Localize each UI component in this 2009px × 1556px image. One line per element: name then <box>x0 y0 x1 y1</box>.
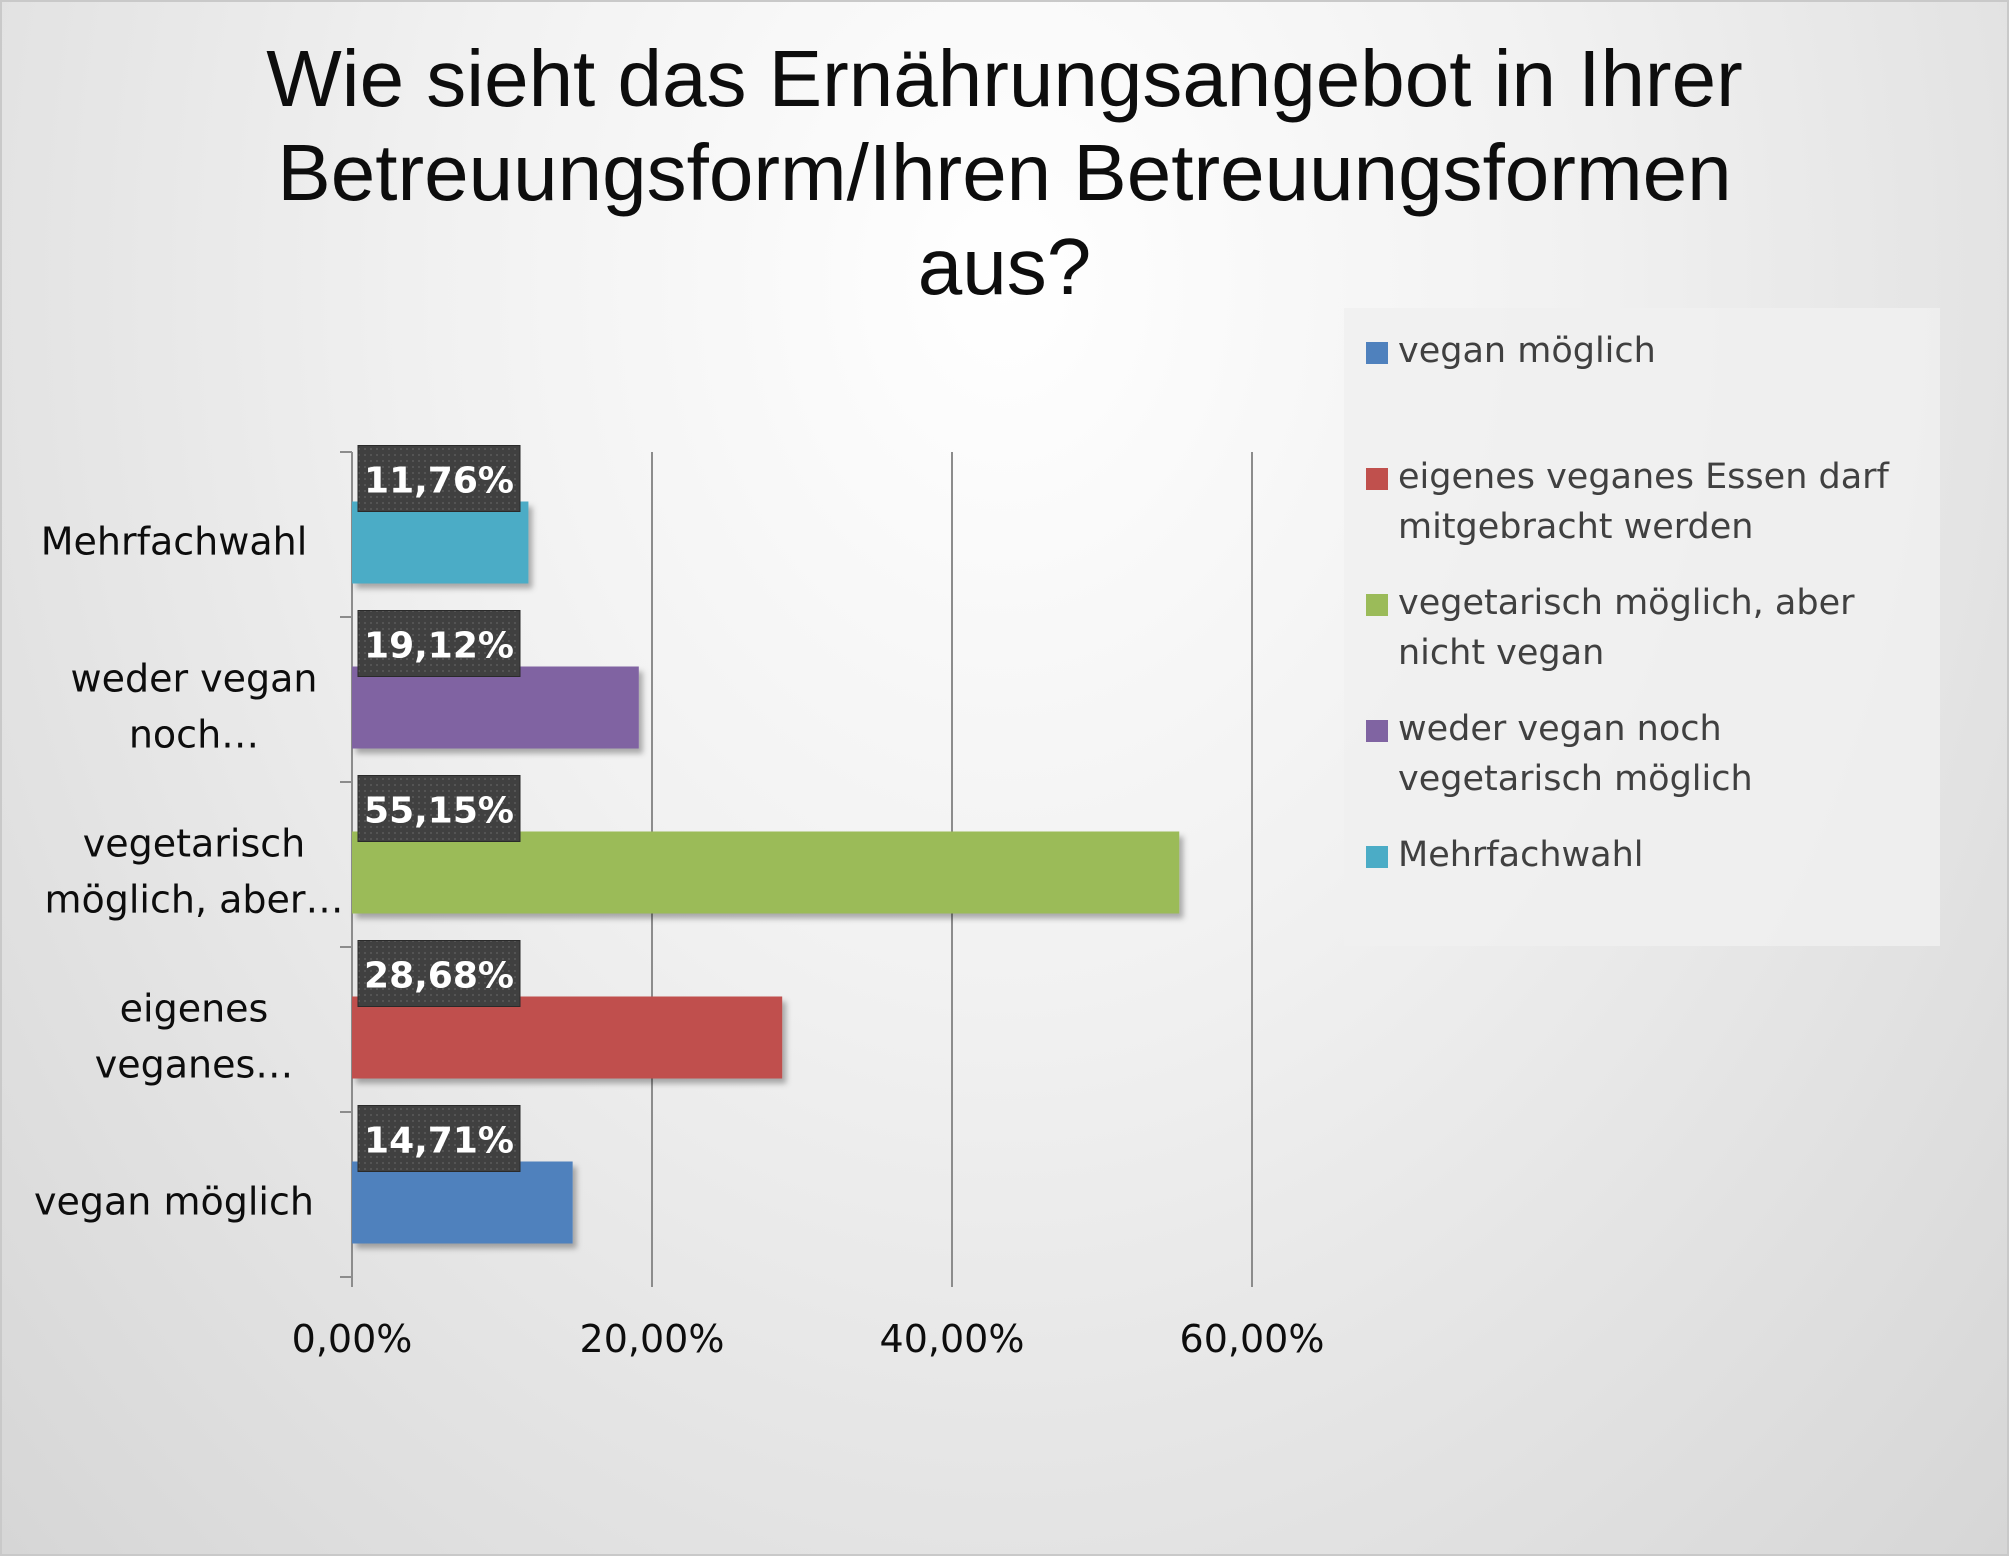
legend-label: vegetarisch möglich, aber nicht vegan <box>1398 583 1855 673</box>
bar <box>352 1161 573 1244</box>
legend-item: vegan möglich <box>1366 326 1920 376</box>
legend-item: eigenes veganes Essen darf mitgebracht w… <box>1366 452 1920 552</box>
bar <box>352 996 783 1079</box>
data-label-text: 28,68% <box>364 956 514 997</box>
data-label-box <box>357 1105 521 1172</box>
data-label: 55,15% <box>357 775 521 842</box>
legend-swatch <box>1366 342 1388 364</box>
category-label: eigenes veganes… <box>95 987 294 1087</box>
bar <box>352 831 1180 914</box>
data-label: 28,68% <box>357 940 521 1007</box>
data-label: 14,71% <box>357 1105 521 1172</box>
data-label-box <box>357 610 521 677</box>
legend-swatch <box>1366 720 1388 742</box>
legend-label: Mehrfachwahl <box>1398 835 1644 875</box>
x-tick-label: 60,00% <box>1180 1317 1325 1361</box>
legend-swatch <box>1366 468 1388 490</box>
data-label-text: 55,15% <box>364 791 514 832</box>
legend-item: Mehrfachwahl <box>1366 830 1920 880</box>
legend-label: eigenes veganes Essen darf mitgebracht w… <box>1398 457 1889 547</box>
data-label-text: 19,12% <box>364 626 514 667</box>
category-label: vegan möglich <box>34 1180 314 1224</box>
data-label-box <box>357 775 521 842</box>
chart-title: Wie sieht das Ernährungsangebot in Ihrer… <box>2 32 2007 314</box>
legend-swatch <box>1366 846 1388 868</box>
chart-title-line: Wie sieht das Ernährungsangebot in Ihrer <box>266 34 1743 123</box>
data-label-text: 14,71% <box>364 1121 514 1162</box>
x-tick-label: 0,00% <box>292 1317 413 1361</box>
data-label-box <box>357 940 521 1007</box>
data-label: 19,12% <box>357 610 521 677</box>
category-label: weder vegan noch… <box>70 657 317 757</box>
legend-swatch <box>1366 594 1388 616</box>
data-label-box <box>357 445 521 512</box>
legend-item: weder vegan noch vegetarisch möglich <box>1366 704 1920 804</box>
data-label: 11,76% <box>357 445 521 512</box>
chart-title-line: aus? <box>917 222 1092 311</box>
x-tick-label: 20,00% <box>580 1317 725 1361</box>
legend-item: vegetarisch möglich, aber nicht vegan <box>1366 578 1920 678</box>
bar <box>352 501 529 584</box>
category-label: Mehrfachwahl <box>41 520 308 564</box>
category-label: vegetarisch möglich, aber… <box>44 822 343 922</box>
legend: vegan möglich eigenes veganes Essen darf … <box>1344 308 1940 946</box>
legend-label: weder vegan noch vegetarisch möglich <box>1398 709 1753 799</box>
chart-title-line: Betreuungsform/Ihren Betreuungsformen <box>277 128 1732 217</box>
x-tick-label: 40,00% <box>880 1317 1025 1361</box>
legend-label: vegan möglich <box>1398 331 1656 371</box>
bar <box>352 666 639 749</box>
data-label-text: 11,76% <box>364 461 514 502</box>
